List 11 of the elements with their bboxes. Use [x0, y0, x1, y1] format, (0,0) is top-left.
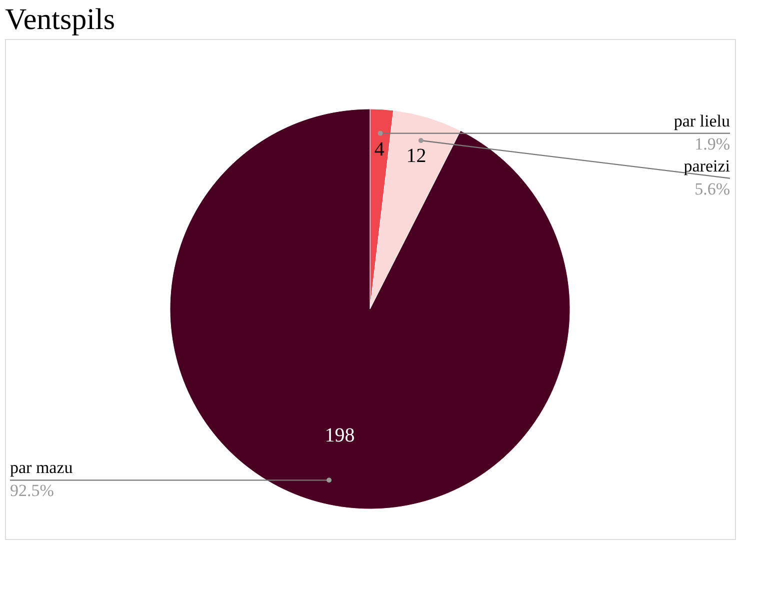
text: 5.6% [694, 179, 730, 198]
pie-slice [170, 108, 570, 510]
chart-title: Ventspils [5, 3, 116, 36]
slice-label: par mazu [10, 458, 74, 478]
text: 92.5% [10, 481, 54, 500]
data-label: 4 [374, 138, 384, 160]
data-label: 198 [324, 424, 355, 446]
data-label: 12 [406, 144, 426, 167]
slice-label: pareizi [684, 156, 730, 176]
slice-label: par lielu [674, 111, 730, 130]
text: 1.9% [694, 134, 730, 154]
